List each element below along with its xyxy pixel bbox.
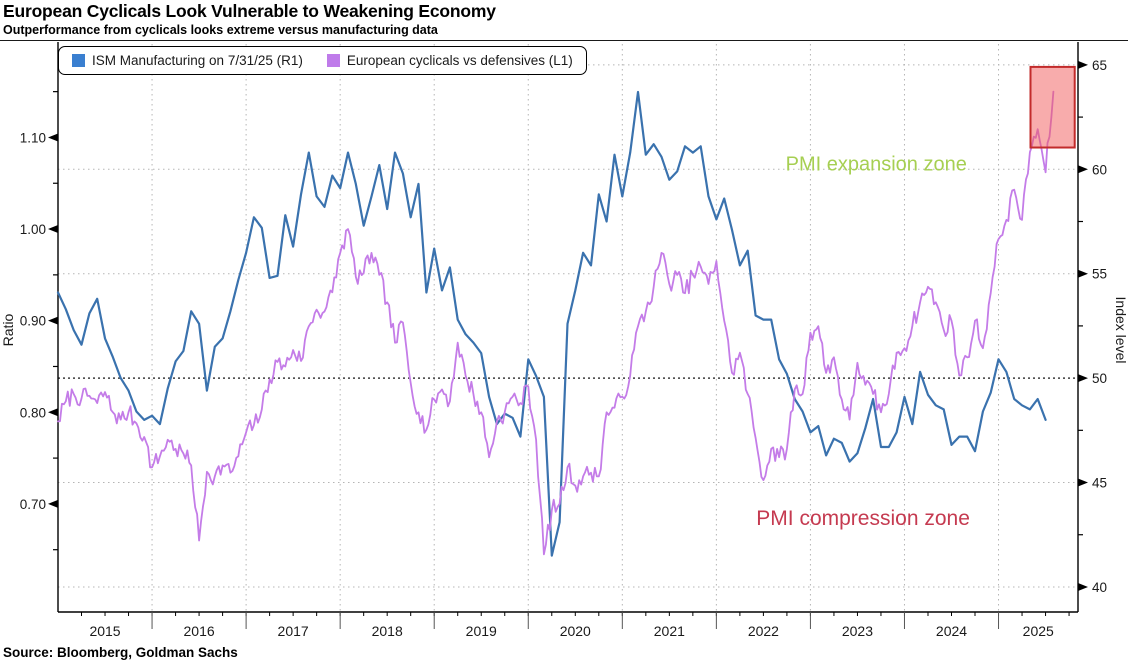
x-axis: 2015 2016 2017 2018 2019 2020 2021 2022 2023 2024… xyxy=(81,612,1070,639)
highlight-box xyxy=(1029,65,1076,149)
svg-text:45: 45 xyxy=(1092,476,1107,491)
legend-swatch-blue xyxy=(72,54,85,67)
left-axis: 0.70 0.80 0.90 1.00 1.10 Ratio xyxy=(0,91,58,551)
right-axis-title: Index level xyxy=(1113,297,1128,364)
source-line: Source: Bloomberg, Goldman Sachs xyxy=(3,645,238,660)
legend-swatch-purple xyxy=(326,54,340,67)
ism-manufacturing-line xyxy=(56,90,1047,557)
svg-text:0.70: 0.70 xyxy=(20,497,46,512)
legend-label-ism: ISM Manufacturing on 7/31/25 (R1) xyxy=(92,53,303,68)
svg-text:0.90: 0.90 xyxy=(20,314,46,329)
svg-text:2024: 2024 xyxy=(936,623,967,639)
svg-text:2022: 2022 xyxy=(748,623,779,639)
left-axis-title: Ratio xyxy=(0,313,16,346)
svg-text:60: 60 xyxy=(1092,162,1107,177)
svg-text:1.00: 1.00 xyxy=(20,222,46,237)
legend-label-cyclicals: European cyclicals vs defensives (L1) xyxy=(346,53,573,68)
svg-text:2023: 2023 xyxy=(842,623,873,639)
right-axis: 40 45 50 55 60 65 Index level xyxy=(1078,58,1128,595)
annotation-pmi-compression-zone: PMI compression zone xyxy=(756,506,970,530)
cyclicals-vs-defensives-line xyxy=(57,90,1055,556)
gridlines xyxy=(58,44,1078,612)
page-title: European Cyclicals Look Vulnerable to We… xyxy=(3,1,496,21)
chart-legend: ISM Manufacturing on 7/31/25 (R1) Europe… xyxy=(58,46,587,75)
svg-text:2025: 2025 xyxy=(1023,623,1054,639)
page-subtitle: Outperformance from cyclicals looks extr… xyxy=(3,23,438,37)
svg-text:2015: 2015 xyxy=(89,623,120,639)
svg-text:55: 55 xyxy=(1092,267,1107,282)
svg-text:2018: 2018 xyxy=(372,623,403,639)
legend-item-cyclicals: European cyclicals vs defensives (L1) xyxy=(326,53,573,68)
svg-text:2017: 2017 xyxy=(278,623,309,639)
svg-text:50: 50 xyxy=(1092,371,1107,386)
svg-text:1.10: 1.10 xyxy=(20,130,46,145)
annotation-pmi-expansion-zone: PMI expansion zone xyxy=(785,153,967,176)
svg-text:2021: 2021 xyxy=(654,623,685,639)
header-divider xyxy=(0,40,1128,41)
series-lines xyxy=(56,90,1055,557)
svg-text:65: 65 xyxy=(1092,58,1107,73)
svg-text:2016: 2016 xyxy=(184,623,215,639)
svg-text:2019: 2019 xyxy=(466,623,497,639)
svg-text:40: 40 xyxy=(1092,580,1107,595)
svg-text:2020: 2020 xyxy=(560,623,591,639)
legend-item-ism: ISM Manufacturing on 7/31/25 (R1) xyxy=(72,53,303,68)
svg-text:0.80: 0.80 xyxy=(20,405,46,420)
